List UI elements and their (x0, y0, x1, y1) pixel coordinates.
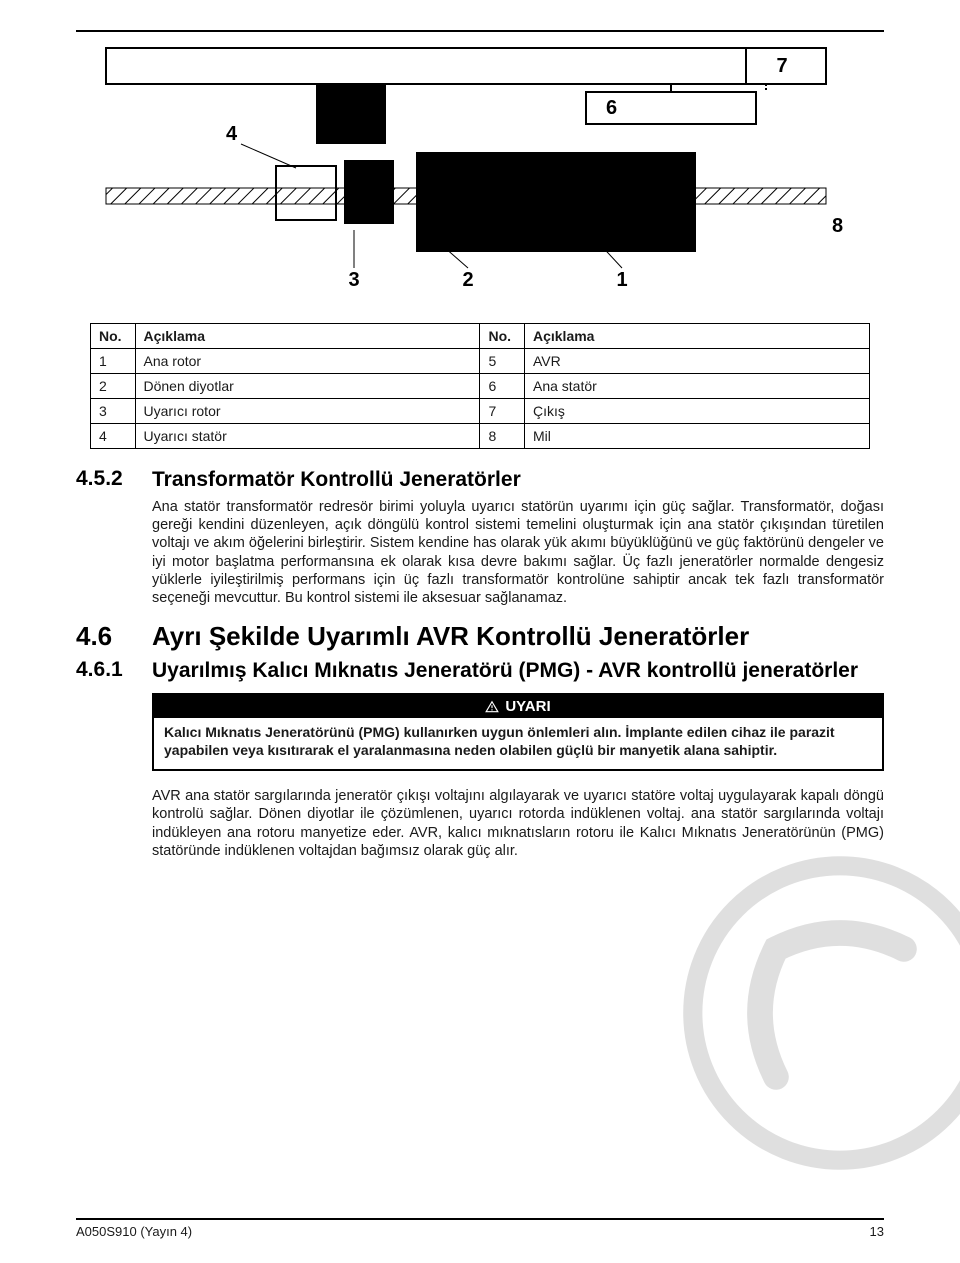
footer-left: A050S910 (Yayın 4) (76, 1224, 192, 1239)
table-row: 4 Uyarıcı statör 8 Mil (91, 424, 870, 449)
label-2: 2 (462, 269, 473, 291)
section-title: Transformatör Kontrollü Jeneratörler (152, 467, 521, 492)
warning-triangle-icon (485, 700, 499, 714)
col-desc-1: Açıklama (135, 324, 480, 349)
col-desc-2: Açıklama (524, 324, 869, 349)
top-rule (76, 30, 884, 32)
generator-diagram: 7 6 4 8 3 2 1 (76, 40, 856, 300)
table-row: 1 Ana rotor 5 AVR (91, 349, 870, 374)
warning-header: UYARI (154, 695, 882, 718)
label-7: 7 (776, 55, 787, 77)
warning-box: UYARI Kalıcı Mıknatıs Jeneratörünü (PMG)… (152, 693, 884, 771)
parts-table: No. Açıklama No. Açıklama 1 Ana rotor 5 … (90, 323, 870, 449)
label-3: 3 (348, 269, 359, 291)
col-no-1: No. (91, 324, 136, 349)
table-header-row: No. Açıklama No. Açıklama (91, 324, 870, 349)
table-row: 3 Uyarıcı rotor 7 Çıkış (91, 399, 870, 424)
col-no-2: No. (480, 324, 525, 349)
footer-right: 13 (870, 1224, 884, 1239)
diagram-figure: 7 6 4 8 3 2 1 (76, 40, 884, 305)
label-8: 8 (832, 215, 843, 237)
section-4-6-1: 4.6.1 Uyarılmış Kalıcı Mıknatıs Jeneratö… (76, 658, 884, 683)
label-6: 6 (606, 97, 617, 119)
section-title: Ayrı Şekilde Uyarımlı AVR Kontrollü Jene… (152, 621, 749, 652)
section-4-5-2: 4.5.2 Transformatör Kontrollü Jeneratörl… (76, 467, 884, 492)
section-4-6: 4.6 Ayrı Şekilde Uyarımlı AVR Kontrollü … (76, 621, 884, 652)
section-title: Uyarılmış Kalıcı Mıknatıs Jeneratörü (PM… (152, 658, 858, 683)
warning-body: Kalıcı Mıknatıs Jeneratörünü (PMG) kulla… (154, 718, 882, 769)
section-number: 4.5.2 (76, 467, 152, 491)
section-4-5-2-body: Ana statör transformatör redresör birimi… (152, 498, 884, 607)
section-number: 4.6.1 (76, 658, 152, 682)
section-4-6-1-body: AVR ana statör sargılarında jeneratör çı… (152, 787, 884, 860)
section-number: 4.6 (76, 621, 152, 652)
label-1: 1 (616, 269, 627, 291)
page-footer: A050S910 (Yayın 4) 13 (76, 1218, 884, 1239)
brand-watermark-icon (680, 853, 960, 1173)
warning-label: UYARI (505, 698, 550, 715)
table-row: 2 Dönen diyotlar 6 Ana statör (91, 374, 870, 399)
label-4: 4 (226, 123, 238, 145)
